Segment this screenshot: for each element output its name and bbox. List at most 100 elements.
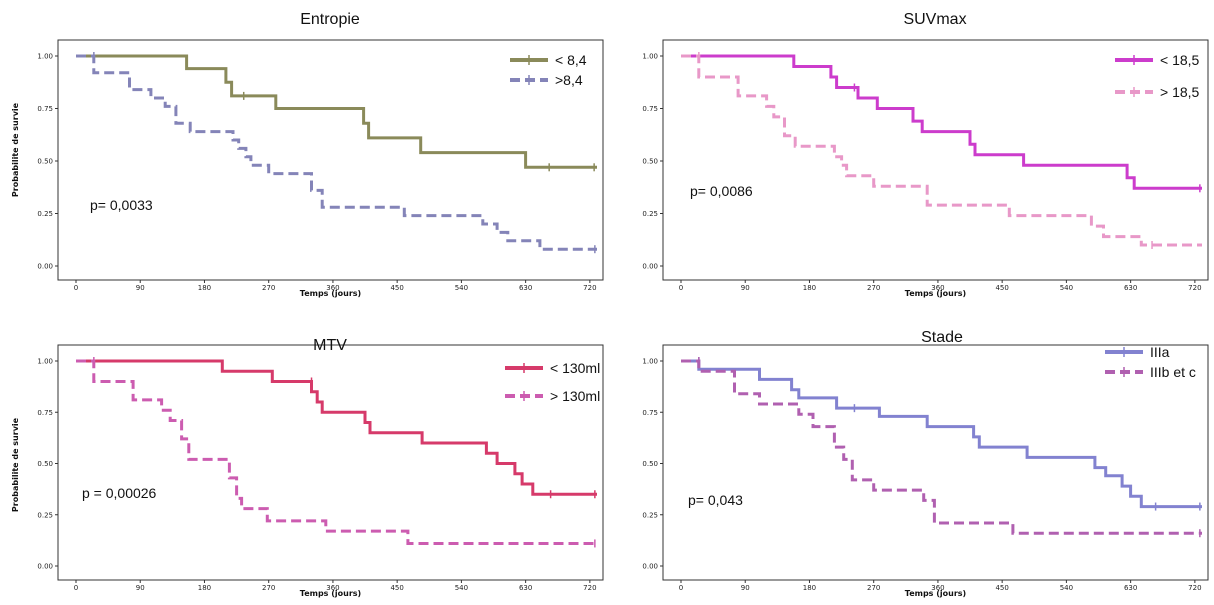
legend-entry-2: IIIb et c	[1105, 364, 1196, 380]
series-line-1	[681, 54, 1202, 190]
y-tick-label: 0.25	[37, 210, 53, 218]
series-line-2	[681, 54, 1202, 247]
x-tick-label: 0	[74, 284, 78, 292]
y-tick-label: 0.50	[37, 460, 53, 468]
x-tick-label: 450	[995, 584, 1008, 592]
y-tick-label: 0.00	[37, 263, 53, 271]
legend-entry-1: < 130ml	[505, 360, 600, 376]
x-axis-label: Temps (jours)	[300, 289, 361, 298]
y-tick-label: 0.50	[37, 158, 53, 166]
chart-1: 0.00 0.25 0.50 0.75 1.00 0 90 180 270 360 450 540 63…	[11, 11, 604, 298]
x-tick-label: 90	[136, 284, 145, 292]
y-tick-label: 0.00	[642, 263, 658, 271]
x-tick-label: 0	[679, 284, 683, 292]
legend-label: >8,4	[555, 72, 583, 88]
legend-entry-2: > 130ml	[505, 388, 600, 404]
x-tick-label: 270	[262, 584, 275, 592]
series-line-2	[76, 359, 597, 545]
x-axis-label: Temps (jours)	[300, 589, 361, 598]
x-tick-label: 270	[867, 584, 880, 592]
x-tick-label: 720	[583, 284, 596, 292]
y-axis-label: Probabilite de survie	[11, 417, 20, 512]
x-tick-label: 450	[995, 284, 1008, 292]
y-tick-label: 0.75	[642, 105, 658, 113]
chart-title: MTV	[313, 337, 347, 354]
y-tick-label: 0.50	[642, 460, 658, 468]
x-tick-label: 450	[390, 584, 403, 592]
x-tick-label: 630	[519, 584, 532, 592]
legend-entry-1: < 18,5	[1115, 52, 1200, 68]
series-line-1	[76, 359, 597, 496]
y-tick-label: 0.75	[37, 409, 53, 417]
x-tick-label: 180	[803, 284, 816, 292]
legend-label: < 18,5	[1160, 52, 1200, 68]
p-value-annotation: p= 0,043	[688, 492, 743, 508]
x-tick-label: 180	[803, 584, 816, 592]
chart-4: 0.00 0.25 0.50 0.75 1.00 0 90 180 270 360 450 540 63…	[642, 329, 1209, 598]
series-line-1	[681, 359, 1202, 509]
y-tick-label: 0.75	[37, 105, 53, 113]
y-tick-label: 0.50	[642, 158, 658, 166]
legend-entry-1: < 8,4	[510, 52, 587, 68]
x-tick-label: 270	[262, 284, 275, 292]
x-tick-label: 360	[931, 284, 944, 292]
legend-label: < 8,4	[555, 52, 587, 68]
y-tick-label: 0.25	[642, 511, 658, 519]
legend-entry-2: >8,4	[510, 72, 583, 88]
x-tick-label: 630	[519, 284, 532, 292]
series-line-2	[681, 359, 1202, 535]
chart-3: 0.00 0.25 0.50 0.75 1.00 0 90 180 270 360 450 540 63…	[11, 337, 604, 598]
x-axis-label: Temps (jours)	[905, 589, 966, 598]
x-tick-label: 180	[198, 584, 211, 592]
x-tick-label: 540	[455, 284, 468, 292]
x-tick-label: 720	[1188, 284, 1201, 292]
x-tick-label: 180	[198, 284, 211, 292]
legend-label: < 130ml	[550, 360, 600, 376]
chart-title: SUVmax	[903, 11, 966, 28]
series-line-2	[76, 54, 597, 251]
x-tick-label: 360	[326, 284, 339, 292]
x-tick-label: 90	[741, 284, 750, 292]
x-tick-label: 450	[390, 284, 403, 292]
legend-label: IIIa	[1150, 344, 1170, 360]
y-tick-label: 0.25	[37, 511, 53, 519]
legend-label: > 18,5	[1160, 84, 1200, 100]
x-tick-label: 0	[679, 584, 683, 592]
x-tick-label: 270	[867, 284, 880, 292]
x-tick-label: 720	[1188, 584, 1201, 592]
y-tick-label: 0.25	[642, 210, 658, 218]
legend-entry-1: IIIa	[1105, 344, 1170, 360]
chart-title: Entropie	[300, 11, 360, 28]
chart-2: 0.00 0.25 0.50 0.75 1.00 0 90 180 270 360 450 540 63…	[642, 11, 1209, 298]
legend-label: > 130ml	[550, 388, 600, 404]
plot-border	[57, 344, 604, 581]
x-axis-label: Temps (jours)	[905, 289, 966, 298]
x-tick-label: 90	[741, 584, 750, 592]
x-tick-label: 540	[455, 584, 468, 592]
x-tick-label: 540	[1060, 584, 1073, 592]
y-axis-label: Probabilite de survie	[11, 102, 20, 197]
plot-border	[662, 39, 1209, 281]
x-tick-label: 630	[1124, 284, 1137, 292]
x-tick-label: 90	[136, 584, 145, 592]
y-tick-label: 1.00	[37, 358, 53, 366]
y-tick-label: 0.75	[642, 409, 658, 417]
legend-entry-2: > 18,5	[1115, 84, 1200, 100]
y-tick-label: 0.00	[642, 563, 658, 571]
x-tick-label: 540	[1060, 284, 1073, 292]
x-tick-label: 360	[326, 584, 339, 592]
x-tick-label: 630	[1124, 584, 1137, 592]
y-tick-label: 0.00	[37, 563, 53, 571]
y-tick-label: 1.00	[642, 53, 658, 61]
x-tick-label: 0	[74, 584, 78, 592]
p-value-annotation: p = 0,00026	[82, 485, 157, 501]
series-line-1	[76, 54, 597, 169]
y-tick-label: 1.00	[642, 358, 658, 366]
y-tick-label: 1.00	[37, 53, 53, 61]
plot-border	[57, 39, 604, 281]
x-tick-label: 360	[931, 584, 944, 592]
x-tick-label: 720	[583, 584, 596, 592]
p-value-annotation: p= 0,0086	[690, 183, 753, 199]
